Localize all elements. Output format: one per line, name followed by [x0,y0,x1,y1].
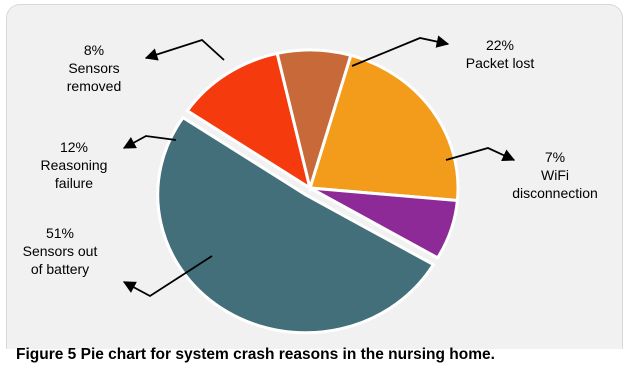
slice-label-line: 8% [84,42,104,58]
leader-line [144,38,225,61]
pie-slice [308,53,460,203]
slice-label: 7% WiFi disconnection [512,149,598,201]
caption-label: Figure 5 [16,346,77,363]
slice-label-line: WiFi [541,167,569,183]
slice-label-line: 22% [486,37,514,53]
slice-label-line: 7% [545,149,565,165]
pie-slice [156,115,436,335]
slice-label-line: 51% [46,225,74,241]
leader-line [122,135,177,149]
caption-text: Pie chart for system crash reasons in th… [80,346,495,363]
slice-label: 12% Reasoning failure [41,139,108,191]
slice-label: 51% Sensors out of battery [23,225,98,277]
slice-label-line: of battery [31,261,89,277]
pie-slice [185,51,313,192]
slice-label-line: removed [67,78,121,94]
slice-label-line: 12% [60,139,88,155]
leader-line [351,35,450,67]
slice-label-line: Reasoning [41,157,108,173]
leader-line [122,255,213,298]
slice-label-line: failure [55,175,93,191]
leader-line [445,147,516,161]
slice-label: 22% Packet lost [466,37,535,71]
slice-label-line: Sensors out [23,243,98,259]
pie-slice [309,186,460,260]
slice-label-line: disconnection [512,185,598,201]
pie-slice [275,48,353,194]
slice-label: 8% Sensors removed [67,42,121,94]
figure-caption: Figure 5 Pie chart for system crash reas… [16,346,495,364]
slice-label-line: Sensors [68,60,119,76]
slice-label-line: Packet lost [466,55,535,71]
